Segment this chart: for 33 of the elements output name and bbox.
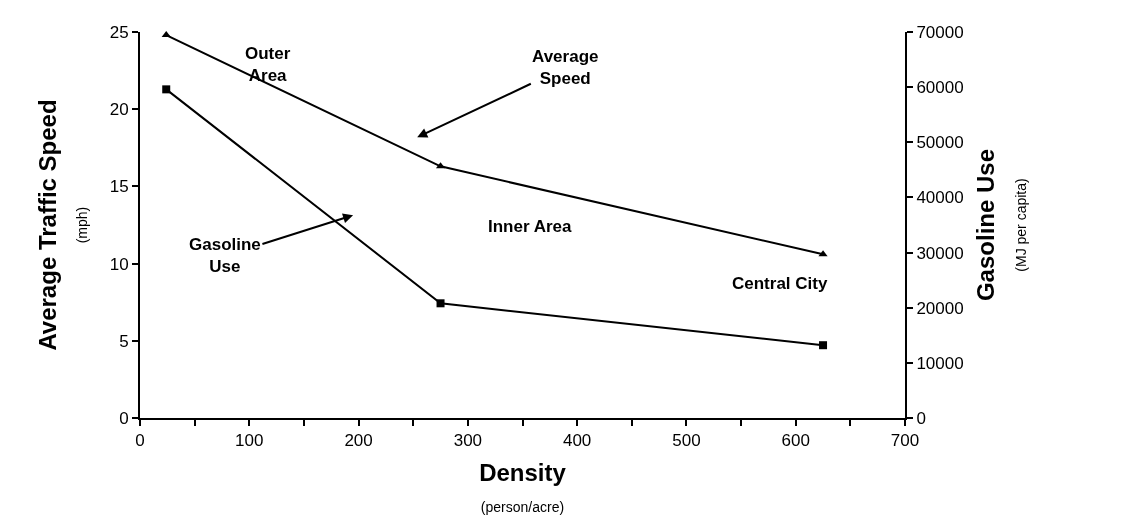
x-tick-label: 400 — [562, 431, 592, 451]
x-axis-title: Density (person/acre) — [479, 459, 567, 516]
x-tick-label: 200 — [344, 431, 373, 451]
annotation: Inner Area — [488, 217, 572, 236]
point — [161, 31, 171, 38]
y2-tick-label: 50000 — [916, 133, 964, 153]
x-tick-label: 700 — [890, 431, 920, 451]
y2-tick-label: 60000 — [916, 78, 964, 98]
y-tick-label: 20 — [109, 100, 129, 120]
annotation: Average Speed — [532, 47, 599, 89]
y-tick-label: 10 — [109, 254, 129, 274]
x-tick-label: 600 — [781, 431, 810, 451]
y-tick-label: 25 — [109, 22, 129, 42]
y2-tick-label: 30000 — [916, 243, 964, 263]
y-axis-title: Average Traffic Speed (mph) — [34, 99, 91, 351]
annotation: Gasoline Use — [189, 235, 261, 277]
point — [436, 299, 445, 308]
y2-axis-title: Gasoline Use (MJ per capita) — [972, 148, 1029, 302]
x-tick-label: 100 — [235, 431, 264, 451]
y2-tick-label: 70000 — [916, 22, 964, 42]
y2-tick-label: 40000 — [916, 188, 964, 208]
point — [162, 85, 171, 94]
y2-tick-label: 20000 — [916, 298, 964, 318]
x-tick-label: 300 — [453, 431, 483, 451]
y2-tick-label: 0 — [916, 408, 926, 428]
annotation: Central City — [732, 274, 828, 293]
y-tick-label: 5 — [119, 331, 129, 351]
x-tick-label: 0 — [135, 431, 145, 451]
point — [819, 341, 828, 350]
y-tick-label: 0 — [119, 408, 129, 428]
x-tick-label: 500 — [672, 431, 701, 451]
y-tick-label: 15 — [109, 177, 129, 197]
y2-tick-label: 10000 — [916, 353, 964, 373]
